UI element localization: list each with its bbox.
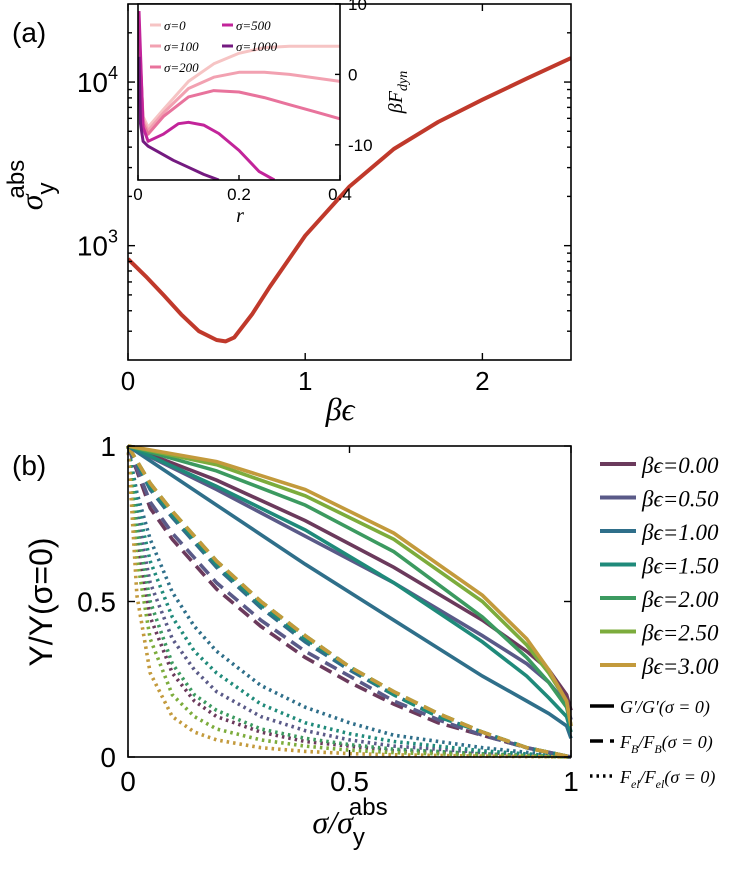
inset-ytick-label: -10	[348, 136, 373, 155]
panel-b-dashed-line	[126, 445, 572, 759]
panel-a-ylabel-superscript: abs	[3, 160, 30, 199]
inset-legend-label: σ=200	[164, 60, 199, 75]
panel-a-label: (a)	[12, 17, 46, 48]
inset-series-line	[138, 56, 220, 180]
panel-a-frame	[127, 3, 572, 361]
panel-b-legend-label: βϵ=1.00	[641, 520, 719, 545]
panel-b-label: (b)	[12, 450, 46, 481]
inset-ylabel-base: βF	[385, 90, 407, 114]
panel-b-ytick-label: 0.5	[77, 587, 116, 618]
panel-b-legend-label: βϵ=2.50	[641, 621, 719, 646]
panel-b-dotted-line	[126, 445, 572, 759]
panel-a-xtick-label: 1	[298, 366, 312, 396]
panel-a-xlabel: βϵ	[325, 391, 356, 427]
panel-a-ylabel-base: σ	[13, 193, 49, 210]
panel-b-dashed-line	[126, 445, 572, 759]
panel-a-ytick-base: 10	[77, 231, 108, 262]
style-legend-rest: (σ = 0)	[664, 767, 715, 788]
panel-b-legend-label: βϵ=1.50	[641, 554, 719, 579]
inset-series-line	[138, 39, 340, 129]
panel-a-ytick-label: 103	[77, 227, 118, 262]
panel-b-ytick-label: 0	[100, 742, 116, 773]
panel-a-ytick-exponent: 4	[108, 63, 118, 83]
inset-series-line	[138, 10, 276, 180]
panel-b-solid-line	[127, 444, 573, 733]
inset-legend-label: σ=100	[164, 39, 199, 54]
style-legend-mid: /F	[639, 767, 657, 787]
inset-xtick-label: 0	[133, 185, 142, 204]
panel-b-dotted-line	[126, 445, 572, 759]
style-legend-base: G′/G′	[620, 697, 660, 717]
inset-series-line	[138, 25, 340, 136]
panel-b-dashed-line	[126, 445, 572, 759]
inset-xlabel: r	[236, 205, 244, 227]
style-legend-sub: B	[631, 742, 639, 756]
panel-b-ylabel: Y/Y(σ=0)	[23, 537, 59, 666]
panel-b-solid-line	[127, 444, 573, 721]
panel-b-solid-line	[127, 444, 573, 739]
inset-legend-label: σ=1000	[236, 39, 278, 54]
panel-b-style-legend-label: G′/G′(σ = 0)	[620, 697, 710, 718]
panel-b-legend-label: βϵ=3.00	[641, 654, 719, 679]
panel-b-xtick-label: 0.5	[330, 766, 369, 797]
panel-b-legend-label: βϵ=0.50	[641, 487, 719, 512]
inset-ylabel-subscript: dyn	[396, 71, 411, 91]
panel-b-dotted-line	[126, 445, 572, 759]
inset-legend-label: σ=0	[164, 18, 186, 33]
style-legend-mid: /F	[637, 732, 655, 752]
style-legend-rest: (σ = 0)	[659, 697, 710, 718]
inset-ytick-label: 0	[348, 65, 357, 84]
style-legend-base: F	[619, 732, 632, 752]
inset-xtick-label: 0.2	[227, 185, 251, 204]
panel-b-xtick-label: 1	[563, 766, 579, 797]
style-legend-base: F	[619, 767, 632, 787]
panel-a-ylabel: σyabs	[3, 160, 60, 210]
panel-b-xlabel-subscript: y	[353, 824, 365, 851]
panel-a-xtick-label: 2	[475, 366, 489, 396]
panel-b-dashed-line	[126, 445, 572, 759]
panel-a-series-line	[128, 56, 571, 344]
style-legend-sub2: el	[656, 777, 665, 791]
panel-a-ylabel-subscript: y	[33, 182, 60, 194]
panel-b-legend-label: βϵ=0.00	[641, 453, 719, 478]
panel-b-ytick-label: 1	[100, 431, 116, 462]
panel-a-ytick-base: 10	[77, 67, 108, 98]
panel-b-legend-label: βϵ=2.00	[641, 587, 719, 612]
panel-b-solid-line	[127, 444, 573, 727]
panel-a-ytick-exponent: 3	[108, 227, 118, 247]
style-legend-sub: el	[631, 777, 640, 791]
panel-b-style-legend-label: Fel/Fel(σ = 0)	[619, 767, 715, 791]
panel-b-xlabel-base: σ/σ	[312, 804, 354, 840]
panel-a-ytick-label: 104	[77, 63, 118, 98]
panel-b-dashed-line	[126, 445, 572, 759]
panel-b-dotted-line	[126, 445, 572, 759]
style-legend-rest: (σ = 0)	[662, 732, 713, 753]
panel-b-dotted-line	[126, 445, 572, 759]
panel-b-frame	[127, 445, 572, 758]
panel-b-dashed-line	[126, 445, 572, 759]
style-legend-sub2: B	[654, 742, 662, 756]
panel-b-style-legend-label: FB/FB(σ = 0)	[619, 732, 713, 756]
panel-b-dotted-line	[126, 445, 572, 759]
panel-b-dotted-line	[126, 445, 572, 759]
inset-ytick-label: 10	[348, 0, 367, 14]
panel-a-xtick-label: 0	[121, 366, 135, 396]
inset-ylabel: βFdyn	[385, 71, 411, 114]
inset-legend-label: σ=500	[236, 18, 271, 33]
inset-xtick-label: 0.4	[328, 185, 352, 204]
panel-b-xlabel: σ/σy abs	[312, 794, 387, 851]
panel-b-solid-line	[127, 444, 573, 727]
inset-series-line	[138, 32, 340, 133]
panel-b-solid-line	[127, 444, 573, 727]
panel-b-solid-line	[127, 444, 573, 711]
panel-b-xtick-label: 0	[120, 766, 136, 797]
panel-b-xlabel-superscript: abs	[349, 794, 388, 821]
panel-b-dashed-line	[126, 445, 572, 759]
